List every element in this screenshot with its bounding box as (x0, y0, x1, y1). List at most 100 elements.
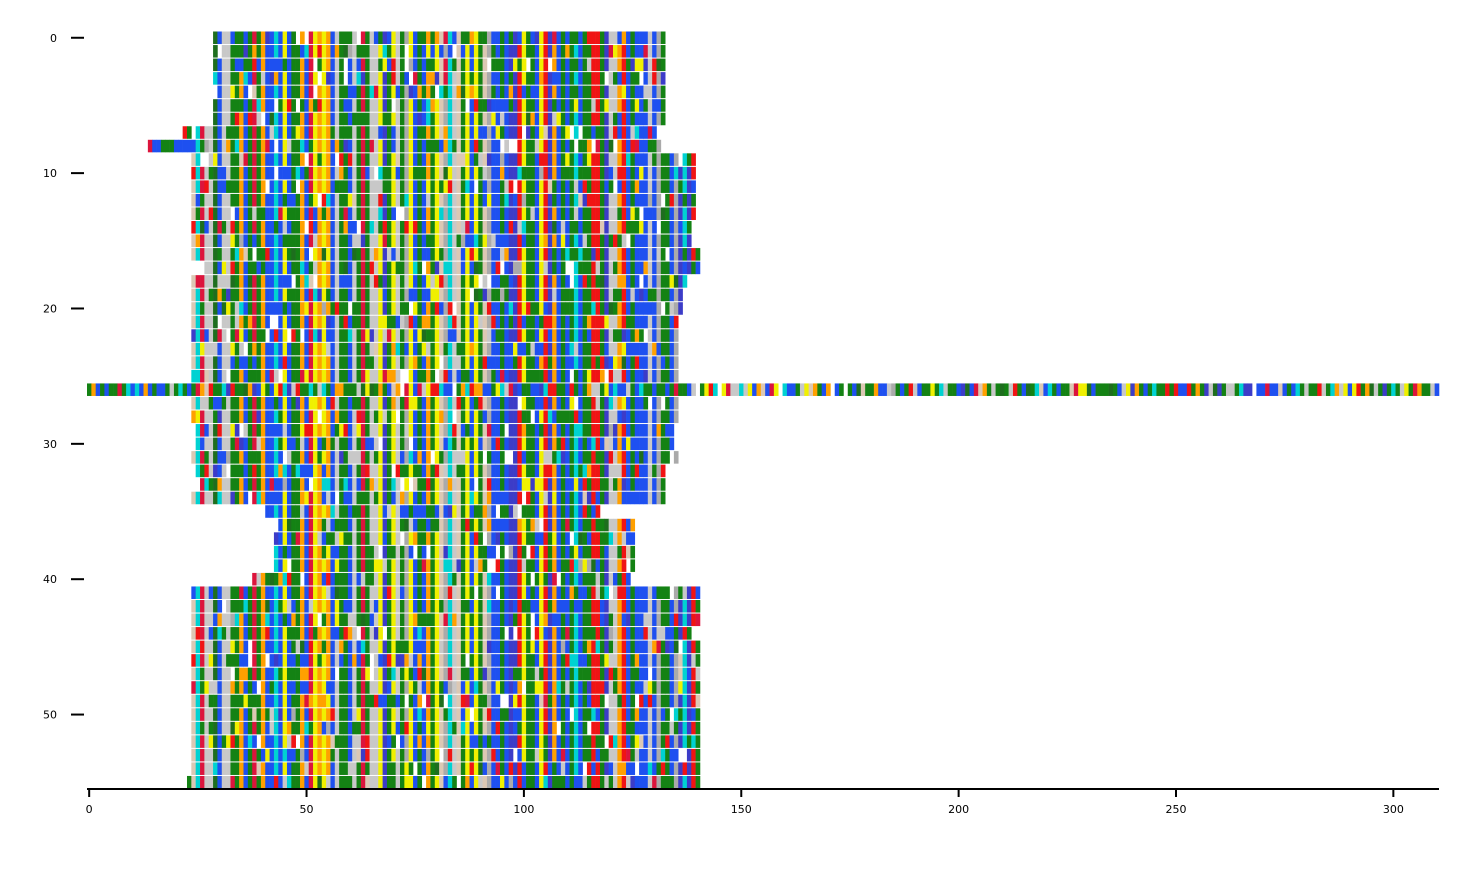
cell (300, 99, 305, 112)
cell (508, 613, 514, 627)
cell (291, 31, 296, 45)
cell (282, 221, 288, 234)
cell (552, 464, 557, 478)
cell (578, 288, 583, 302)
cell (239, 478, 244, 491)
cell (326, 180, 331, 193)
cell (482, 437, 488, 451)
cell (608, 532, 614, 545)
cell (526, 315, 531, 329)
cell (656, 627, 662, 640)
cell (465, 166, 470, 180)
cell (382, 139, 388, 153)
cell (404, 180, 409, 193)
cell (591, 424, 596, 437)
cell (386, 85, 392, 99)
cell (347, 99, 353, 112)
cell (526, 369, 531, 383)
cell (252, 464, 257, 478)
cell (321, 505, 327, 518)
cell (352, 72, 357, 85)
cell (291, 221, 296, 234)
cell (191, 180, 196, 193)
cell (547, 126, 553, 139)
cell (447, 627, 453, 640)
cell (352, 315, 357, 329)
cell (352, 491, 357, 505)
cell (565, 545, 570, 559)
cell (482, 315, 488, 329)
cell (604, 221, 609, 234)
cell (408, 613, 414, 627)
cell (1139, 383, 1144, 396)
cell (552, 559, 557, 572)
cell (565, 396, 570, 410)
alignment-row-26 (87, 383, 1440, 396)
cell (630, 424, 636, 437)
cell (208, 640, 214, 654)
cell (369, 627, 375, 640)
cell (430, 613, 436, 627)
cell (499, 613, 505, 627)
cell (347, 207, 353, 220)
cell (313, 234, 318, 248)
cell (339, 234, 344, 248)
cell (439, 302, 444, 315)
cell (526, 586, 531, 599)
cell (330, 532, 336, 545)
cell (317, 221, 323, 234)
cell (578, 315, 583, 329)
cell (473, 518, 479, 532)
cell (326, 112, 331, 126)
cell (517, 545, 523, 559)
cell (321, 613, 327, 627)
cell (360, 627, 366, 640)
cell (621, 58, 627, 72)
alignment-row-44 (191, 627, 692, 640)
cell (665, 207, 670, 220)
cell (586, 126, 592, 139)
cell (560, 437, 566, 451)
cell (543, 545, 549, 559)
cell (369, 451, 375, 464)
cell (608, 518, 614, 532)
cell (204, 451, 210, 464)
cell (330, 112, 336, 126)
cell (404, 383, 409, 396)
cell (504, 58, 509, 72)
cell (269, 261, 275, 275)
cell (343, 234, 349, 248)
cell (499, 329, 505, 342)
cell (656, 329, 662, 342)
cell (526, 166, 531, 180)
cell (513, 302, 518, 315)
cell (430, 586, 436, 599)
cell (552, 627, 557, 640)
cell (460, 342, 466, 356)
cell (526, 518, 531, 532)
cell (547, 600, 553, 613)
cell (256, 478, 262, 491)
cell (200, 139, 205, 153)
cell (699, 383, 705, 396)
cell (269, 72, 275, 85)
cell (1086, 383, 1092, 396)
cell (1147, 383, 1153, 396)
cell (347, 545, 353, 559)
cell (213, 586, 218, 599)
cell (304, 464, 310, 478)
cell (578, 518, 583, 532)
cell (508, 85, 514, 99)
cell (200, 248, 205, 261)
cell (665, 613, 670, 627)
cell (326, 451, 331, 464)
cell (365, 437, 370, 451)
cell (578, 207, 583, 220)
cell (217, 329, 223, 342)
cell (647, 302, 653, 315)
cell (421, 532, 427, 545)
cell (369, 545, 375, 559)
cell (334, 464, 340, 478)
cell (278, 329, 283, 342)
cell (621, 451, 627, 464)
